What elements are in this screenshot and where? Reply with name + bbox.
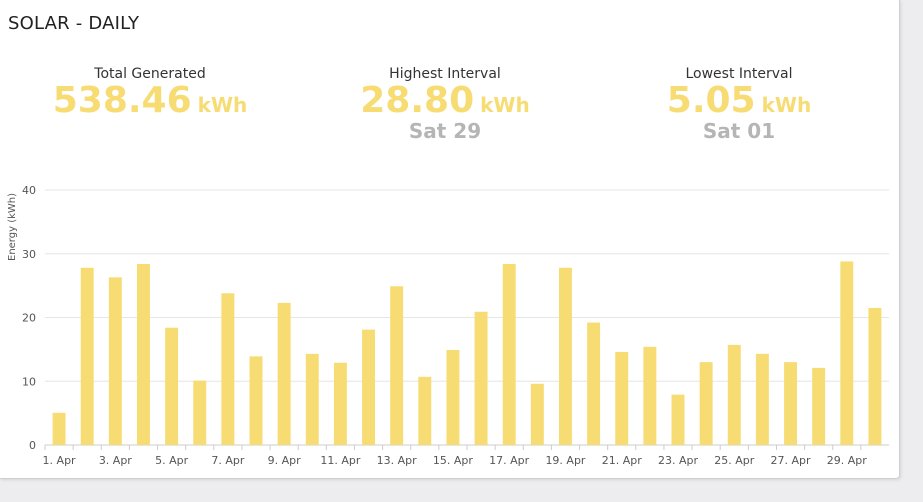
x-tick-label: 1. Apr <box>43 454 76 467</box>
x-tick-label: 21. Apr <box>602 454 642 467</box>
bar[interactable] <box>418 376 432 445</box>
bar[interactable] <box>474 311 488 445</box>
bar[interactable] <box>727 344 741 445</box>
total-generated-value: 538.46 <box>52 80 192 121</box>
highest-interval-stat: Highest Interval 28.80 kWh Sat 29 <box>295 66 595 143</box>
bar[interactable] <box>530 383 544 445</box>
bar[interactable] <box>587 322 601 445</box>
bar[interactable] <box>305 353 319 445</box>
x-tick-label: 15. Apr <box>433 454 473 467</box>
bar[interactable] <box>755 353 769 445</box>
bar[interactable] <box>671 394 685 445</box>
bar[interactable] <box>812 367 826 445</box>
bar[interactable] <box>643 346 657 445</box>
bar[interactable] <box>615 351 629 445</box>
bar[interactable] <box>699 362 713 445</box>
bar[interactable] <box>840 261 854 445</box>
highest-interval-value: 28.80 <box>360 80 475 121</box>
x-tick-label: 17. Apr <box>489 454 529 467</box>
total-generated-stat: Total Generated 538.46 kWh <box>0 66 300 121</box>
x-tick-label: 9. Apr <box>268 454 301 467</box>
chart-bars <box>52 261 882 445</box>
bar[interactable] <box>868 307 882 445</box>
x-tick-label: 29. Apr <box>827 454 867 467</box>
highest-interval-label: Highest Interval <box>389 66 501 82</box>
bar[interactable] <box>193 380 207 445</box>
card-title: SOLAR - DAILY <box>8 13 140 34</box>
bar[interactable] <box>80 267 94 445</box>
highest-interval-day: Sat 29 <box>408 119 482 143</box>
bar[interactable] <box>221 293 235 445</box>
y-axis-label: Energy (kWh) <box>7 193 18 261</box>
y-tick-label: 0 <box>29 439 36 452</box>
bar[interactable] <box>784 362 798 445</box>
x-tick-label: 19. Apr <box>545 454 585 467</box>
bar[interactable] <box>249 356 263 445</box>
bar[interactable] <box>362 329 376 445</box>
x-tick-label: 7. Apr <box>211 454 244 467</box>
bar[interactable] <box>558 267 572 445</box>
bar[interactable] <box>446 350 460 445</box>
x-tick-label: 27. Apr <box>771 454 811 467</box>
x-tick-label: 25. Apr <box>714 454 754 467</box>
bar[interactable] <box>333 362 347 445</box>
x-tick-label: 11. Apr <box>320 454 360 467</box>
lowest-interval-day: Sat 01 <box>702 119 776 143</box>
bar[interactable] <box>502 263 516 445</box>
lowest-interval-stat: Lowest Interval 5.05 kWh Sat 01 <box>589 66 889 143</box>
x-tick-label: 23. Apr <box>658 454 698 467</box>
bar[interactable] <box>277 302 291 445</box>
bar[interactable] <box>52 412 66 445</box>
chart-axes: 0 10 20 30 40 1. Apr 3. Apr 5. Apr 7. Apr 9. Apr 1… <box>22 184 867 467</box>
lowest-interval-value: 5.05 <box>666 80 756 121</box>
x-tick-label: 5. Apr <box>155 454 188 467</box>
total-generated-label: Total Generated <box>94 66 206 82</box>
total-generated-unit: kWh <box>197 93 248 117</box>
energy-bar-chart: 0 10 20 30 40 1. Apr 3. Apr 5. Apr 7. Apr 9. Apr 1… <box>7 184 889 467</box>
x-tick-label: 3. Apr <box>99 454 132 467</box>
y-tick-label: 20 <box>22 312 36 325</box>
bar[interactable] <box>390 286 404 445</box>
bar[interactable] <box>165 327 179 445</box>
solar-daily-card: SOLAR - DAILY Total Generated 538.46 kWh … <box>0 0 900 479</box>
y-tick-label: 30 <box>22 248 36 261</box>
highest-interval-unit: kWh <box>480 93 530 117</box>
bar[interactable] <box>108 277 122 445</box>
y-tick-label: 40 <box>22 184 36 197</box>
y-tick-label: 10 <box>22 375 36 388</box>
bar[interactable] <box>136 263 150 445</box>
lowest-interval-unit: kWh <box>761 93 812 117</box>
x-tick-label: 13. Apr <box>377 454 417 467</box>
lowest-interval-label: Lowest Interval <box>685 66 793 82</box>
